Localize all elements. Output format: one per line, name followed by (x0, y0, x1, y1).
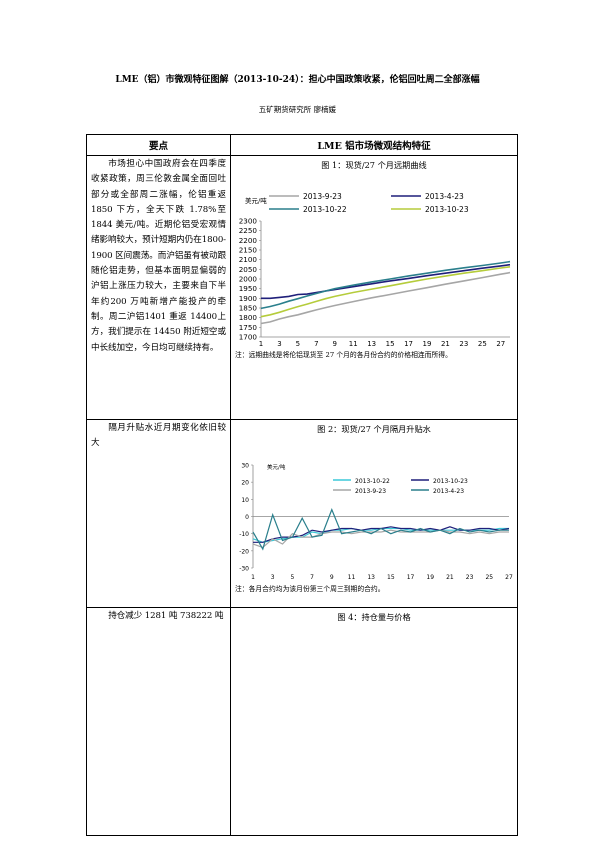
x-tick-label: 23 (466, 574, 474, 581)
x-tick-label: 3 (271, 574, 275, 581)
x-tick-label: 3 (277, 340, 281, 348)
point-text: 市场担心中国政府会在四季度收紧政策，周三伦敦金属全面回吐部分或全部周二涨幅，伦铝… (91, 159, 226, 353)
y-tick-label: 0 (245, 514, 249, 521)
x-tick-label: 1 (259, 340, 263, 348)
table-cell-point: 持仓减少 1281 吨 738222 吨 (86, 607, 231, 836)
series-line-2013-9-23 (252, 529, 509, 549)
legend-label: 2013-10-23 (433, 478, 468, 485)
table-row: 隔月升贴水近月期变化依旧较大 图 2：现货/27 个月隔月升贴水 -30 -20 -… (86, 419, 518, 608)
figure-note: 注：各月合约均为该月份第三个周三到期的合约。 (235, 585, 385, 593)
y-tick-label: 10 (241, 497, 249, 504)
y-axis-unit-label: 美元/吨 (267, 463, 286, 471)
x-tick-label: 21 (446, 574, 454, 581)
x-tick-label: 13 (367, 340, 376, 348)
y-tick-label: 2050 (239, 265, 258, 274)
x-tick-label: 19 (423, 340, 432, 348)
legend-label: 2013-10-22 (303, 205, 347, 214)
y-tick-label: 2100 (239, 255, 258, 264)
x-tick-label: 25 (478, 340, 487, 348)
y-tick-label: 2250 (239, 226, 258, 235)
series-line-2013-4-23 (261, 263, 511, 300)
x-tick-label: 9 (330, 574, 334, 581)
legend-label: 2013-10-22 (355, 478, 390, 485)
table-cell-point: 隔月升贴水近月期变化依旧较大 (86, 419, 231, 608)
y-tick-label: 1850 (239, 304, 258, 313)
series-line-2013-4-23 (252, 507, 509, 551)
y-tick-label: -20 (239, 548, 249, 555)
legend-label: 2013-4-23 (433, 488, 464, 495)
x-tick-label: 11 (349, 340, 358, 348)
y-axis-unit-label: 美元/吨 (245, 196, 267, 205)
y-tick-label: 1950 (239, 284, 258, 293)
table-header-row: 要点 LME 铝市场微观结构特征 (86, 134, 518, 156)
x-tick-label: 27 (496, 340, 505, 348)
table-row: 持仓减少 1281 吨 738222 吨 图 4：持仓量与价格 (86, 607, 518, 836)
y-tick-label: 2200 (239, 236, 258, 245)
table-cell-figure: 图 4：持仓量与价格 (230, 607, 518, 836)
x-tick-label: 19 (426, 574, 434, 581)
point-text: 隔月升贴水近月期变化依旧较大 (91, 423, 226, 449)
x-tick-label: 13 (367, 574, 375, 581)
series-line-2013-9-23 (260, 271, 511, 325)
y-tick-label: 2300 (239, 217, 258, 226)
x-tick-label: 15 (386, 340, 395, 348)
figure-caption: 图 4：持仓量与价格 (337, 612, 411, 622)
author-line: 五矿期货研究所 廖楠媛 (258, 105, 337, 114)
x-tick-label: 11 (348, 574, 356, 581)
series-line-2013-10-23 (260, 266, 511, 318)
legend-label: 2013-9-23 (355, 488, 386, 495)
x-tick-label: 27 (505, 574, 513, 581)
y-tick-label: 20 (241, 480, 249, 487)
y-tick-label: 30 (241, 463, 249, 470)
table-cell-point: 市场担心中国政府会在四季度收紧政策，周三伦敦金属全面回吐部分或全部周二涨幅，伦铝… (86, 155, 231, 420)
x-tick-label: 9 (333, 340, 337, 348)
legend-label: 2013-4-23 (425, 192, 464, 201)
y-tick-label: 2150 (239, 246, 258, 255)
x-tick-label: 25 (485, 574, 493, 581)
document-title: LME（铝）市微观特征图解（2013-10-24）：担心中国政策收紧，伦铝回吐周… (115, 75, 480, 85)
y-tick-label: -30 (239, 566, 249, 573)
col-header-points: 要点 (86, 134, 231, 156)
forward-curve-chart: 1700175018001850190019502000205021002150… (239, 192, 511, 348)
figure-caption: 图 2：现货/27 个月隔月升贴水 (317, 424, 431, 434)
point-text: 持仓减少 1281 吨 738222 吨 (108, 611, 224, 621)
x-tick-label: 7 (314, 340, 318, 348)
series-line-2013-10-22 (260, 260, 511, 310)
y-tick-label: 1800 (239, 313, 258, 322)
y-tick-label: 1700 (239, 333, 258, 342)
y-tick-label: 1750 (239, 323, 258, 332)
legend-label: 2013-10-23 (425, 205, 469, 214)
x-tick-label: 17 (404, 340, 413, 348)
x-tick-label: 17 (407, 574, 415, 581)
x-tick-label: 1 (251, 574, 255, 581)
legend-label: 2013-9-23 (303, 192, 342, 201)
table-cell-figure: 图 2：现货/27 个月隔月升贴水 -30 -20 -10 0 10 20 30 1 3 5 7 9 1… (230, 419, 518, 608)
x-tick-label: 21 (441, 340, 450, 348)
x-tick-label: 5 (296, 340, 300, 348)
y-tick-label: -10 (239, 531, 249, 538)
x-tick-label: 15 (387, 574, 395, 581)
col-header-features: LME 铝市场微观结构特征 (230, 134, 518, 156)
x-tick-label: 5 (290, 574, 294, 581)
figure-caption: 图 1：现货/27 个月远期曲线 (321, 160, 427, 170)
table-cell-figure: 图 1：现货/27 个月远期曲线 1700 1750 1800 1850 1900 195… (230, 155, 518, 420)
table-row: 市场担心中国政府会在四季度收紧政策，周三伦敦金属全面回吐部分或全部周二涨幅，伦铝… (86, 155, 518, 420)
y-tick-label: 2000 (239, 275, 258, 284)
y-tick-label: 1900 (239, 294, 258, 303)
figure-note: 注：远期曲线是将伦铝现货至 27 个月的各月份合约的价格相连而所得。 (235, 351, 452, 359)
x-tick-label: 23 (459, 340, 468, 348)
feature-table: 要点 LME 铝市场微观结构特征 市场担心中国政府会在四季度收紧政策，周三伦敦金… (86, 134, 518, 836)
x-tick-label: 7 (310, 574, 314, 581)
